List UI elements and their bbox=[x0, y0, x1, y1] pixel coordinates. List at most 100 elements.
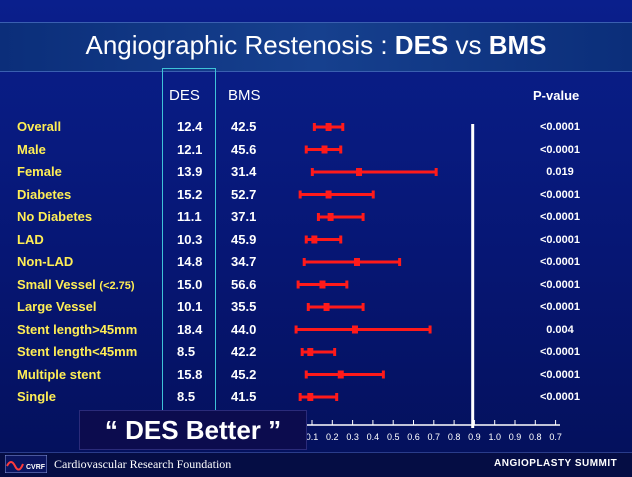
p-value: <0.0001 bbox=[539, 233, 581, 246]
des-column-header: DES bbox=[169, 87, 200, 104]
row-label: Stent length>45mm bbox=[17, 322, 137, 337]
x-tick-label: 0.5 bbox=[387, 432, 400, 442]
cvrf-logo: CVRF bbox=[5, 455, 47, 473]
p-value: <0.0001 bbox=[539, 368, 581, 381]
bms-value: 34.7 bbox=[231, 254, 257, 269]
row-label: Small Vessel (<2.75) bbox=[17, 277, 135, 292]
x-tick-label: 0.7 bbox=[549, 432, 562, 442]
row-label-text: LAD bbox=[17, 231, 44, 247]
point-estimate bbox=[307, 348, 314, 356]
row-label: No Diabetes bbox=[17, 209, 92, 224]
row-label: LAD bbox=[17, 232, 44, 247]
point-estimate bbox=[307, 393, 314, 401]
p-value: <0.0001 bbox=[539, 188, 581, 201]
footer-brand: ANGIOPLASTY SUMMIT bbox=[494, 458, 618, 469]
row-label-text: Non-LAD bbox=[17, 254, 74, 269]
row-label: Overall bbox=[17, 119, 61, 134]
point-estimate bbox=[337, 370, 344, 379]
des-value: 12.1 bbox=[177, 141, 203, 157]
p-value: <0.0001 bbox=[539, 301, 581, 313]
pvalue-column-header: P-value bbox=[533, 88, 580, 103]
x-tick-label: 0.9 bbox=[468, 432, 481, 442]
x-tick-label: 0.1 bbox=[306, 432, 319, 442]
row-label-text: Stent length<45mm bbox=[17, 344, 138, 359]
row-label-text: No Diabetes bbox=[17, 209, 93, 224]
p-value: <0.0001 bbox=[539, 391, 581, 403]
row-label-text: Large Vessel bbox=[17, 299, 97, 314]
des-value: 10.3 bbox=[177, 231, 203, 247]
bms-value: 44.0 bbox=[231, 321, 257, 337]
point-estimate bbox=[356, 168, 363, 176]
p-value: <0.0001 bbox=[539, 121, 581, 133]
p-value: <0.0001 bbox=[539, 278, 581, 291]
bms-value: 45.6 bbox=[231, 141, 257, 157]
point-estimate bbox=[319, 280, 326, 289]
bms-value: 35.5 bbox=[231, 299, 257, 314]
point-estimate bbox=[351, 325, 358, 334]
x-tick-label: 0.6 bbox=[407, 432, 420, 442]
title-des: DES bbox=[394, 30, 449, 60]
footer-bar bbox=[0, 452, 632, 477]
des-value: 13.9 bbox=[177, 164, 203, 179]
des-value: 11.1 bbox=[177, 209, 202, 224]
x-tick-label: 0.9 bbox=[509, 432, 522, 442]
row-label-text: Multiple stent bbox=[17, 366, 101, 382]
bms-value: 37.1 bbox=[231, 209, 257, 224]
des-value: 15.0 bbox=[177, 276, 203, 292]
des-value: 8.5 bbox=[177, 389, 196, 404]
cvrf-logo-text: CVRF bbox=[26, 464, 46, 471]
bms-value: 31.4 bbox=[231, 164, 257, 179]
point-estimate bbox=[321, 145, 328, 154]
x-tick-label: 0.7 bbox=[428, 432, 441, 442]
row-label-text: Male bbox=[17, 141, 46, 157]
bms-value: 45.2 bbox=[231, 366, 257, 382]
row-label-text: Single bbox=[17, 389, 57, 404]
title-prefix: Angiographic Restenosis : bbox=[85, 30, 395, 60]
row-label-suffix: (<2.75) bbox=[99, 279, 135, 292]
row-label: Male bbox=[17, 142, 46, 157]
p-value: 0.019 bbox=[546, 166, 574, 178]
x-tick-label: 0.4 bbox=[367, 432, 380, 442]
row-label-text: Small Vessel bbox=[17, 276, 96, 292]
p-value: <0.0001 bbox=[539, 211, 581, 223]
des-value: 8.5 bbox=[177, 344, 196, 359]
row-label: Multiple stent bbox=[17, 367, 101, 382]
bms-value: 52.7 bbox=[231, 186, 257, 202]
row-label: Stent length<45mm bbox=[17, 344, 137, 359]
point-estimate bbox=[353, 258, 360, 266]
p-value: <0.0001 bbox=[539, 143, 581, 156]
title-band bbox=[0, 22, 632, 72]
slide-title: Angiographic Restenosis : DES vs BMS bbox=[0, 30, 632, 61]
bms-value: 42.5 bbox=[231, 119, 257, 134]
bms-value: 42.2 bbox=[231, 344, 257, 359]
des-value: 12.4 bbox=[177, 119, 203, 134]
row-label-text: Overall bbox=[17, 119, 62, 134]
row-label: Female bbox=[17, 164, 62, 179]
p-value: <0.0001 bbox=[539, 346, 581, 358]
x-tick-label: 0.3 bbox=[346, 432, 359, 442]
point-estimate bbox=[311, 235, 318, 244]
title-bms: BMS bbox=[488, 30, 547, 60]
p-value: 0.004 bbox=[546, 323, 574, 336]
bms-column-header: BMS bbox=[228, 87, 261, 104]
des-better-badge: “ DES Better ” bbox=[79, 410, 307, 450]
bms-value: 56.6 bbox=[231, 276, 257, 292]
point-estimate bbox=[325, 190, 332, 199]
row-label: Diabetes bbox=[17, 187, 71, 202]
p-value: <0.0001 bbox=[539, 256, 581, 268]
title-vs: vs bbox=[448, 30, 489, 60]
row-label-text: Female bbox=[17, 164, 62, 179]
bms-value: 41.5 bbox=[231, 389, 257, 404]
des-value: 14.8 bbox=[177, 254, 203, 269]
x-tick-label: 0.8 bbox=[448, 432, 461, 442]
point-estimate bbox=[325, 123, 332, 131]
point-estimate bbox=[323, 303, 330, 311]
row-label-text: Stent length>45mm bbox=[17, 321, 138, 337]
x-tick-label: 1.0 bbox=[488, 432, 501, 442]
row-label-text: Diabetes bbox=[17, 186, 72, 202]
des-value: 18.4 bbox=[177, 321, 203, 337]
des-value: 10.1 bbox=[177, 299, 203, 314]
row-label: Large Vessel bbox=[17, 299, 97, 314]
